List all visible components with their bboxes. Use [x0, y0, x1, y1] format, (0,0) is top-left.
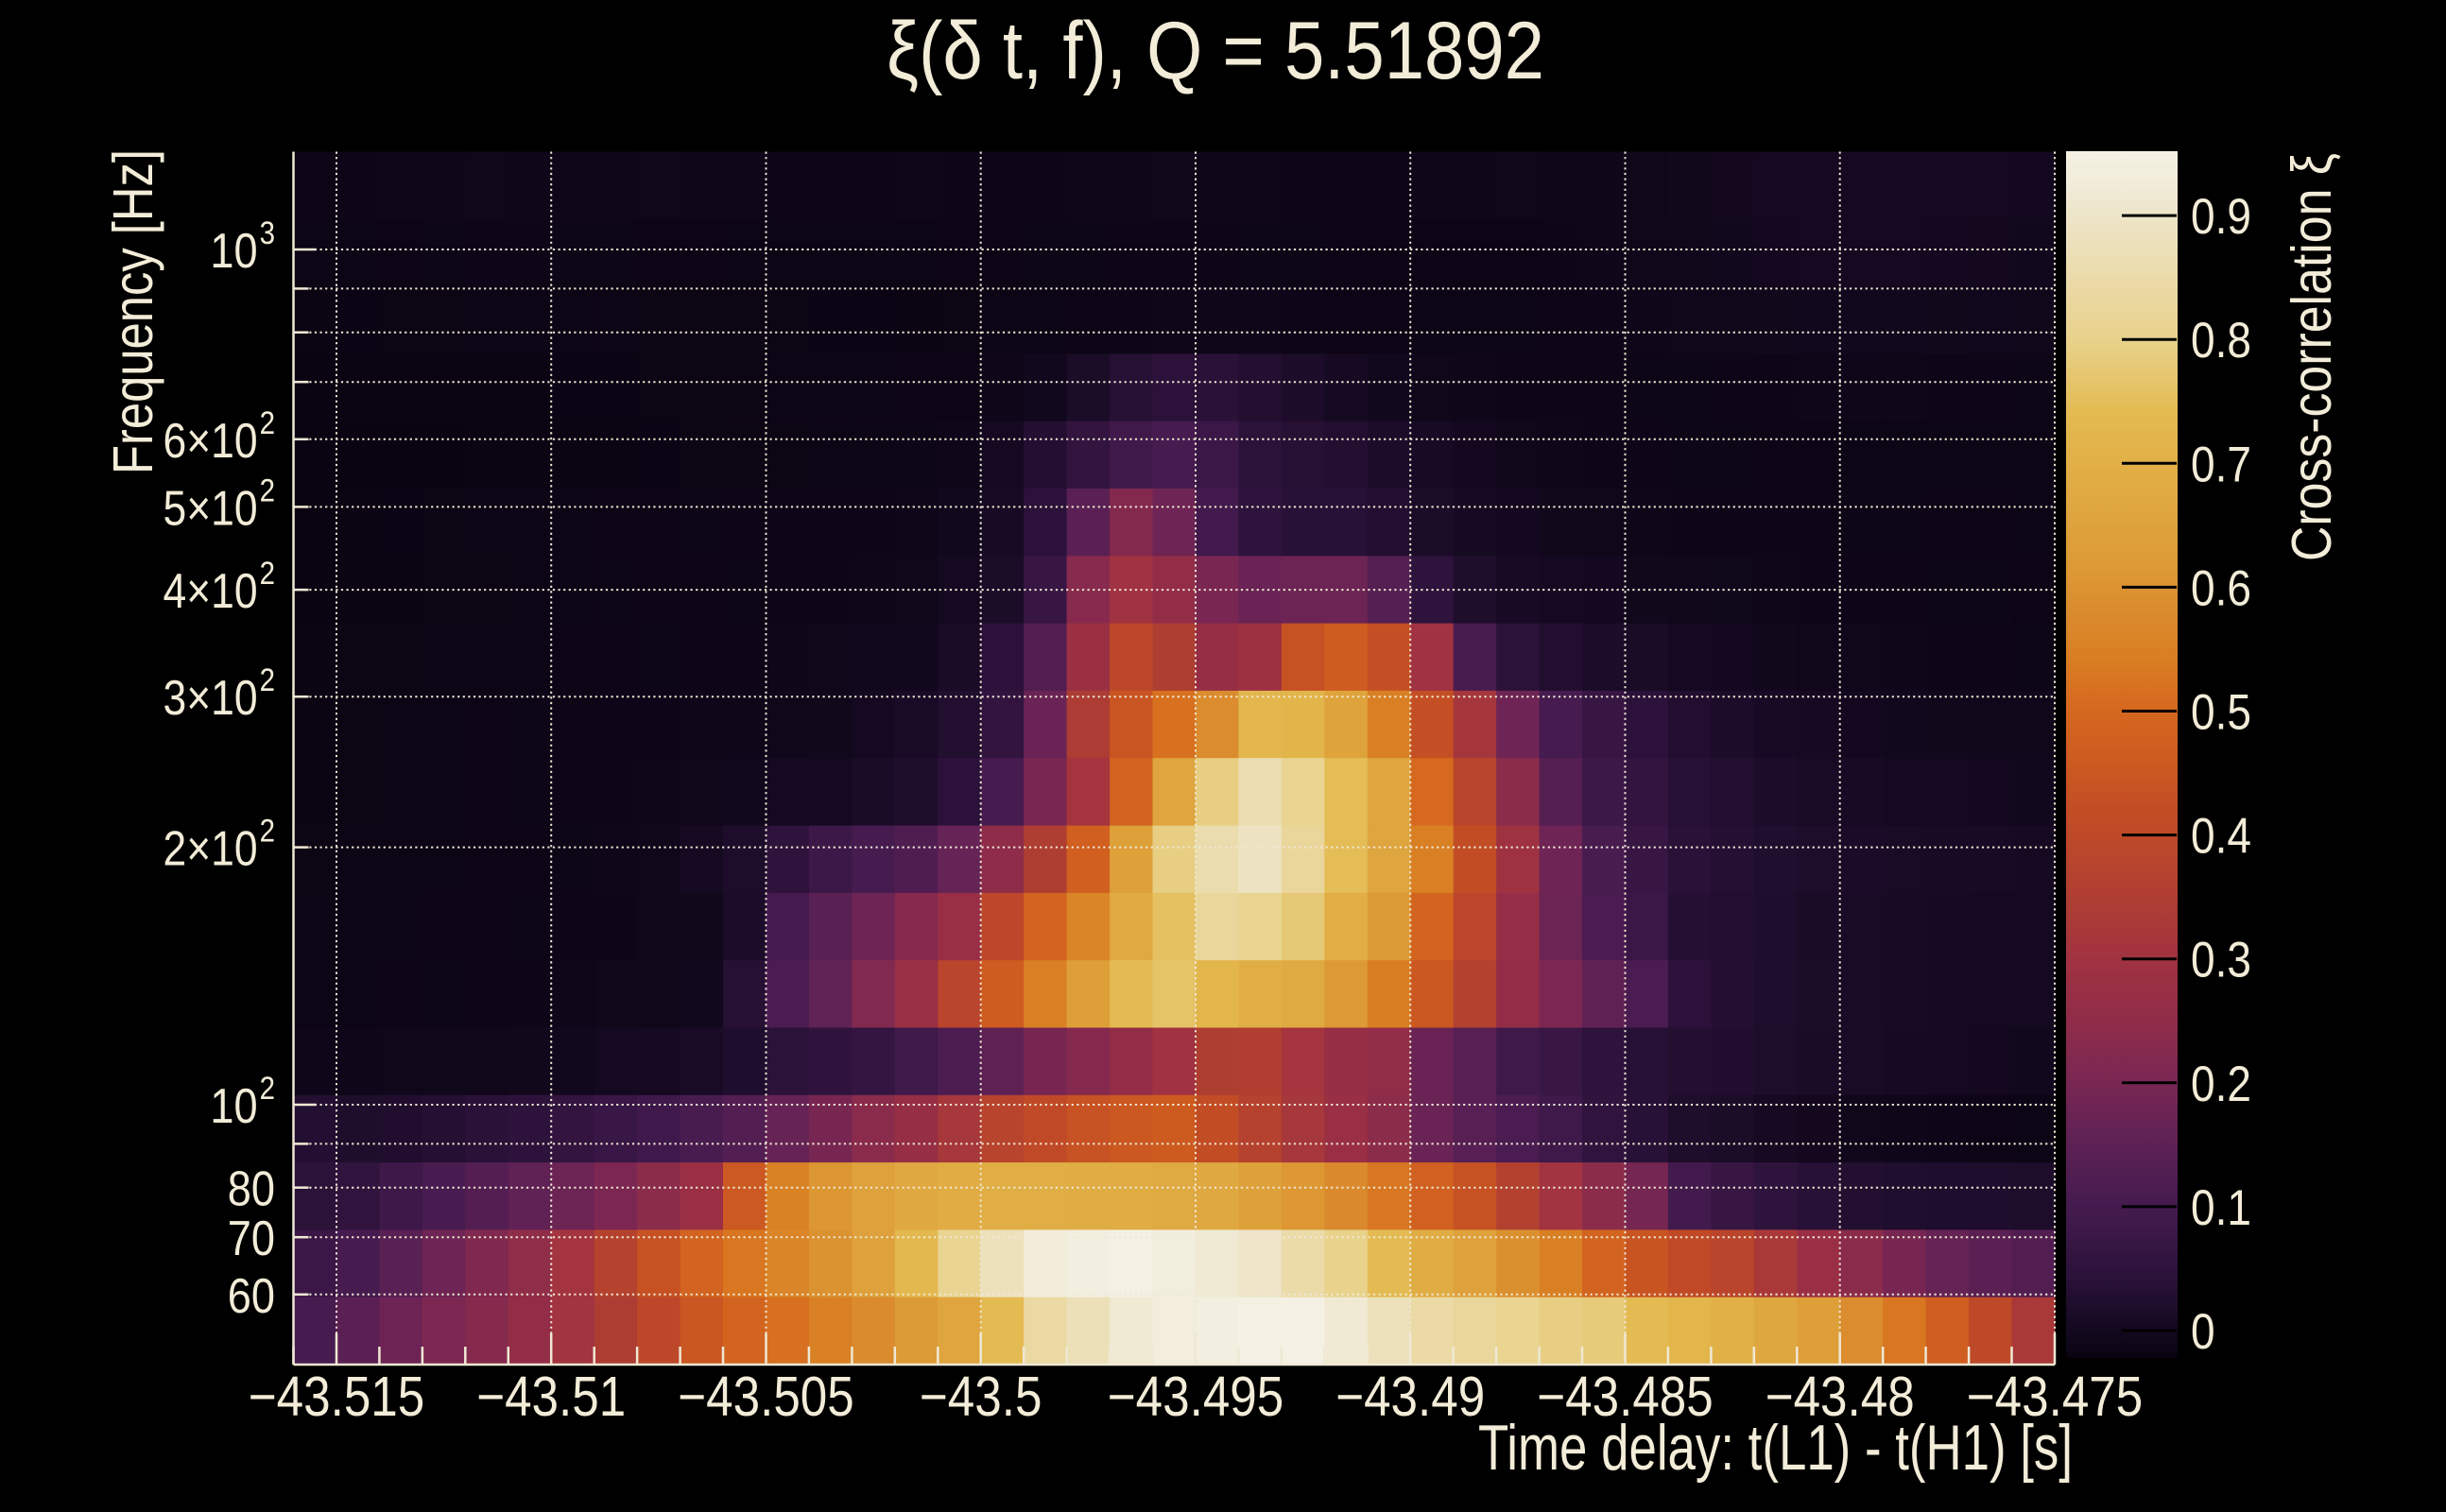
- svg-text:0.7: 0.7: [2191, 437, 2251, 492]
- svg-text:Frequency [Hz]: Frequency [Hz]: [102, 149, 164, 474]
- svg-text:0.3: 0.3: [2191, 933, 2251, 988]
- svg-text:0.1: 0.1: [2191, 1180, 2251, 1236]
- svg-text:0.8: 0.8: [2191, 313, 2251, 369]
- svg-text:0.4: 0.4: [2191, 809, 2251, 865]
- svg-text:−43.48: −43.48: [1766, 1366, 1915, 1428]
- svg-text:4×10: 4×10: [164, 564, 258, 619]
- svg-text:−43.505: −43.505: [678, 1366, 854, 1428]
- svg-text:2: 2: [260, 662, 275, 698]
- svg-text:0.2: 0.2: [2191, 1057, 2251, 1112]
- svg-text:2: 2: [260, 556, 275, 592]
- svg-text:−43.51: −43.51: [476, 1366, 626, 1428]
- svg-text:−43.515: −43.515: [249, 1366, 425, 1428]
- svg-text:10: 10: [210, 224, 257, 279]
- svg-text:70: 70: [228, 1211, 275, 1266]
- svg-text:3: 3: [260, 215, 275, 251]
- svg-text:3×10: 3×10: [164, 671, 258, 726]
- svg-text:80: 80: [228, 1162, 275, 1217]
- svg-text:−43.49: −43.49: [1335, 1366, 1485, 1428]
- svg-text:10: 10: [210, 1079, 257, 1134]
- svg-text:0.6: 0.6: [2191, 560, 2251, 616]
- svg-text:0.9: 0.9: [2191, 189, 2251, 245]
- svg-text:2: 2: [260, 472, 275, 508]
- svg-text:2: 2: [260, 1071, 275, 1107]
- svg-text:0.5: 0.5: [2191, 685, 2251, 741]
- svg-text:−43.495: −43.495: [1108, 1366, 1284, 1428]
- svg-text:−43.475: −43.475: [1967, 1366, 2144, 1428]
- svg-text:60: 60: [228, 1269, 275, 1324]
- svg-text:2: 2: [260, 405, 275, 441]
- svg-text:0: 0: [2191, 1304, 2215, 1360]
- svg-text:Time delay: t(L1) - t(H1) [s]: Time delay: t(L1) - t(H1) [s]: [1478, 1412, 2073, 1484]
- svg-text:5×10: 5×10: [164, 481, 258, 536]
- svg-text:Cross-correlation ξ: Cross-correlation ξ: [2281, 153, 2343, 561]
- svg-text:6×10: 6×10: [164, 414, 258, 469]
- svg-text:−43.5: −43.5: [920, 1366, 1042, 1428]
- svg-text:2×10: 2×10: [164, 822, 258, 877]
- svg-text:−43.485: −43.485: [1537, 1366, 1714, 1428]
- svg-text:ξ(δ t, f), Q = 5.51892: ξ(δ t, f), Q = 5.51892: [887, 6, 1544, 96]
- svg-text:2: 2: [260, 814, 275, 850]
